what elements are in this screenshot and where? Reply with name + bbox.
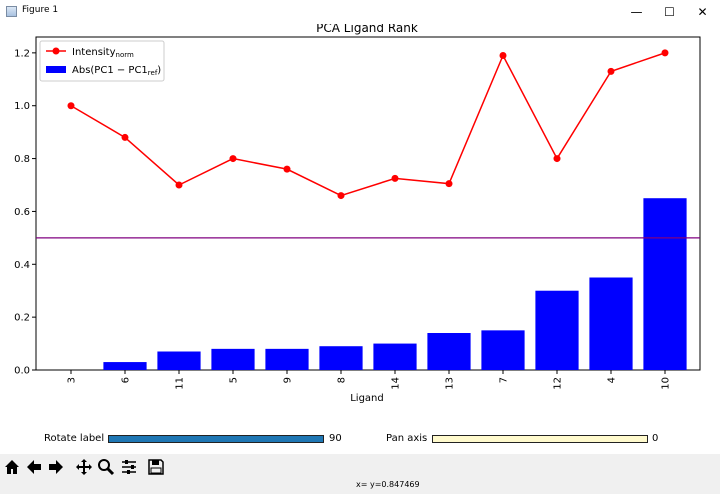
x-tick-label: 9 [283,377,294,383]
legend-line-label: Intensitynorm [72,47,134,59]
legend-bar-tail: ) [157,65,161,76]
forward-icon[interactable] [47,458,65,476]
chart-svg: PCA Ligand Rank 0.0 0.2 0.4 0.6 0.8 1.0 1.2 3 6… [14,21,701,404]
zoom-icon[interactable] [97,458,115,476]
y-tick-label: 0.6 [14,207,30,218]
close-button[interactable]: ✕ [697,5,708,19]
y-tick-label: 1.0 [14,101,30,112]
figure-canvas[interactable]: PCA Ligand Rank 0.0 0.2 0.4 0.6 0.8 1.0 1.2 3 6… [0,21,720,454]
bar [373,343,417,370]
x-tick-label: 3 [67,377,78,383]
window-title: Figure 1 [22,5,59,15]
x-tick-label: 7 [499,377,510,383]
line-point [229,155,237,163]
y-tick-label: 0.4 [14,260,30,271]
x-tick-label: 10 [661,377,672,390]
home-icon[interactable] [3,458,21,476]
bar [319,346,363,370]
x-tick-label: 4 [607,377,618,383]
maximize-button[interactable]: ☐ [664,5,675,19]
line-point [391,174,399,182]
pan-slider[interactable] [432,435,648,443]
bar [211,348,255,370]
legend-bar-swatch [46,66,66,73]
y-tick-label: 0.2 [14,313,30,324]
bar [535,290,579,370]
x-tick-label: 13 [445,377,456,390]
bar [589,277,633,370]
plot-area [35,36,701,371]
app-icon [6,6,17,17]
legend-bar-label: Abs(PC1 − PC1ref) [72,65,161,77]
line-point [607,67,615,75]
legend-bar-subscript: ref [148,69,158,77]
pan-icon[interactable] [75,458,93,476]
rotate-slider[interactable] [108,435,324,443]
y-tick-label: 0.8 [14,154,30,165]
bar [643,198,687,370]
x-tick-label: 5 [229,377,240,383]
legend-line-subscript: norm [116,51,134,59]
series-line [70,52,666,197]
x-axis-label: Ligand [350,393,384,404]
legend-box [39,40,165,82]
line-point [553,155,561,163]
configure-icon[interactable] [120,458,138,476]
bar [427,333,471,370]
legend-line-text: Intensity [72,47,116,58]
legend-marker [52,47,60,55]
x-tick-label: 11 [175,377,186,390]
y-axis: 0.0 0.2 0.4 0.6 0.8 1.0 1.2 [14,48,36,377]
line-point [661,49,669,57]
navigation-toolbar [0,454,720,494]
line-point [283,165,291,173]
line-point [499,52,507,59]
bar [157,351,201,370]
line-point [67,102,75,110]
rotate-slider-label: Rotate label [44,433,105,444]
legend-bar-text: Abs(PC1 − PC1 [72,65,148,76]
x-tick-label: 14 [391,377,402,390]
bar [103,362,147,370]
save-icon[interactable] [147,458,165,476]
bar [265,348,309,370]
legend: Intensitynorm Abs(PC1 − PC1ref) [39,40,165,82]
bar-series [103,198,687,370]
cursor-status: x= y=0.847469 [356,480,420,489]
line-point [445,180,453,188]
x-tick-label: 6 [121,377,132,383]
x-tick-label: 8 [337,377,348,383]
x-tick-label: 12 [553,377,564,390]
y-tick-label: 0.0 [14,366,30,377]
bar [481,330,525,370]
line-point [175,181,183,189]
x-axis: 3 6 11 5 9 8 14 13 7 12 4 10 [67,370,672,390]
window-titlebar: Figure 1 — ☐ ✕ [0,0,720,24]
pan-slider-value: 0 [652,433,659,444]
minimize-button[interactable]: — [630,5,643,19]
line-point [337,192,345,200]
chart-title: PCA Ligand Rank [316,24,418,35]
rotate-slider-fill [109,436,323,442]
line-point [121,133,129,141]
rotate-slider-value: 90 [329,433,342,444]
line-series [67,49,669,200]
y-tick-label: 1.2 [14,48,30,59]
pan-slider-label: Pan axis [386,433,428,444]
back-icon[interactable] [25,458,43,476]
